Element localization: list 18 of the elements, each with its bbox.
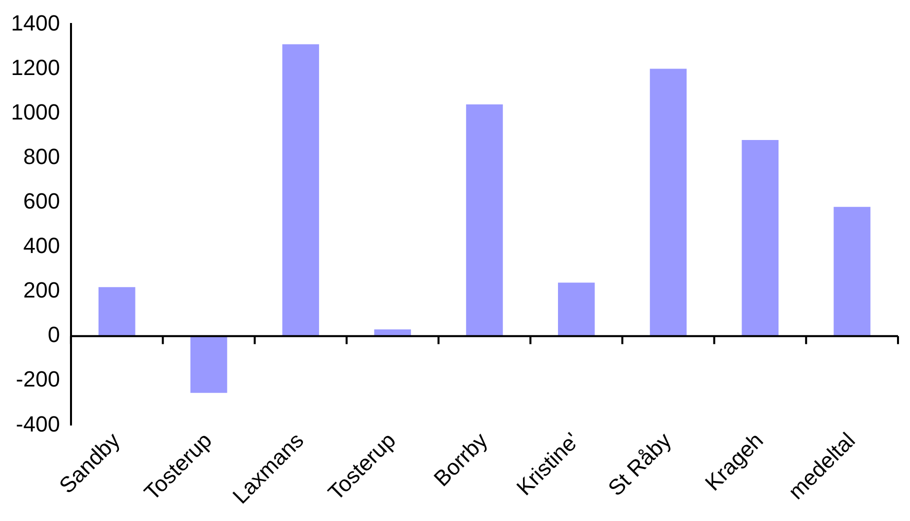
- bar: [282, 44, 320, 336]
- y-tick-label: 0: [48, 322, 60, 348]
- y-tick-label: 600: [23, 188, 60, 214]
- y-tick-label: 1200: [10, 54, 60, 80]
- y-tick-label: 1400: [10, 10, 60, 36]
- y-tick-label: 200: [23, 278, 60, 303]
- y-tick-label: 400: [23, 233, 60, 258]
- bar: [558, 282, 595, 336]
- bar: [466, 104, 503, 336]
- bar: [834, 206, 870, 336]
- bar: [190, 336, 228, 393]
- y-tick-label: -400: [16, 411, 60, 436]
- bar: [98, 287, 136, 336]
- bar: [650, 68, 687, 336]
- bar: [742, 140, 779, 336]
- y-tick-label: -200: [16, 366, 60, 392]
- y-tick-label: 800: [23, 144, 60, 169]
- y-tick-label: 1000: [10, 99, 60, 124]
